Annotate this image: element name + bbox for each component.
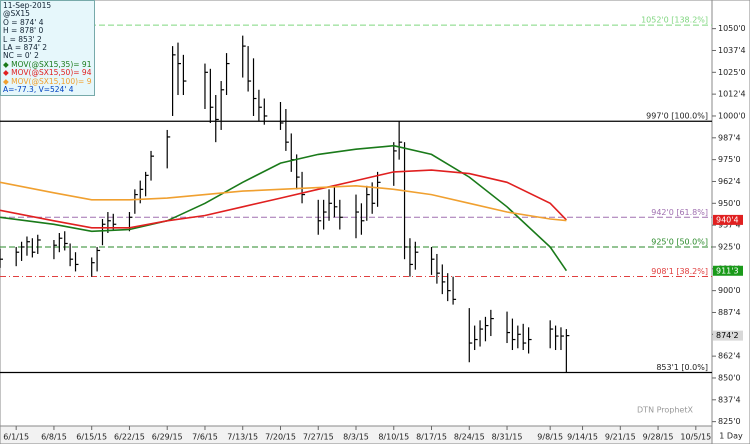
x-tick-label: 8/24/15 — [454, 433, 485, 442]
info-line: O = 874' 4 — [3, 19, 92, 27]
x-tick-label: 7/13/15 — [227, 433, 258, 442]
info-text: O = 874' 4 — [3, 18, 44, 27]
info-line: ◆ MOV(@SX15,50)= 940' 4 — [3, 69, 92, 77]
axis-value-label: 874'2 — [716, 331, 739, 340]
info-text: A=-77.3, V=524' 4 — [3, 86, 74, 95]
y-tick-label: 1012'4 — [718, 90, 746, 99]
x-tick-label: 8/10/15 — [378, 433, 409, 442]
y-tick-label: 1050'0 — [718, 24, 746, 33]
info-text: NC = 0' 2 — [3, 52, 39, 61]
legend-label: MOV(@SX15,35)= 911' 3 — [11, 60, 92, 69]
info-line: L = 853' 2 — [3, 36, 92, 44]
level-label: 1052'0 [138.2%] — [641, 16, 708, 25]
x-tick-label: 8/31/15 — [492, 433, 523, 442]
x-tick-label: 10/5/15 — [680, 433, 711, 442]
watermark: DTN ProphetX — [637, 406, 693, 415]
y-tick-label: 987'4 — [718, 133, 741, 142]
x-tick-label: 9/28/15 — [643, 433, 674, 442]
x-tick-label: 6/29/15 — [152, 433, 183, 442]
y-tick-label: 975'0 — [718, 155, 741, 164]
y-tick-label: 950'0 — [718, 199, 741, 208]
axis-value-box — [713, 330, 743, 341]
moving-average — [0, 169, 567, 229]
info-text: @SX15 — [3, 10, 30, 19]
x-tick-label: 6/1/15 — [3, 433, 29, 442]
axis-value-box — [713, 214, 743, 225]
axis-value-label: 940'4 — [716, 215, 739, 224]
y-tick-label: 862'4 — [718, 352, 741, 361]
moving-average — [0, 181, 567, 222]
y-tick-label: 925'0 — [718, 242, 741, 251]
level-label: 908'1 [38.2%] — [651, 267, 708, 276]
y-tick-label: 1025'0 — [718, 68, 746, 77]
x-tick-label: 8/3/15 — [343, 433, 369, 442]
level-label: 925'0 [50.0%] — [651, 237, 708, 246]
y-tick-label: 887'4 — [718, 308, 741, 317]
info-line: ◆ MOV(@SX15,35)= 911' 3 — [3, 61, 92, 69]
axis-value-box — [713, 265, 743, 276]
x-tick-label: 7/20/15 — [265, 433, 296, 442]
info-line: ◆ MOV(@SX15,100)= 940' 1 — [3, 78, 92, 86]
period-label: 1 Day — [719, 432, 743, 441]
x-tick-label: 7/27/15 — [303, 433, 334, 442]
x-tick-label: 8/17/15 — [416, 433, 447, 442]
level-label: 853'1 [0.0%] — [656, 363, 708, 372]
info-text: LA = 874' 2 — [3, 44, 48, 53]
level-label: 942'0 [61.8%] — [651, 208, 708, 217]
legend-marker: ◆ — [3, 60, 12, 69]
x-tick-label: 9/8/15 — [537, 433, 563, 442]
info-line: A=-77.3, V=524' 4 — [3, 86, 92, 94]
info-text: H = 878' 0 — [3, 27, 44, 36]
x-tick-label: 6/22/15 — [114, 433, 145, 442]
y-tick-label: 937'4 — [718, 221, 741, 230]
info-text: 11-Sep-2015 — [3, 2, 52, 10]
axis-value-label: 911'3 — [716, 266, 739, 275]
x-tick-label: 6/15/15 — [76, 433, 107, 442]
x-tick-label: 9/21/15 — [605, 433, 636, 442]
x-tick-label: 6/8/15 — [41, 433, 67, 442]
level-label: 997'0 [100.0%] — [646, 112, 708, 121]
y-tick-label: 1000'0 — [718, 111, 746, 120]
y-tick-label: 962'4 — [718, 177, 741, 186]
info-line: @SX15 — [3, 10, 92, 18]
legend-label: MOV(@SX15,100)= 940' 1 — [11, 77, 92, 86]
y-tick-label: 825'0 — [718, 417, 741, 426]
legend-marker: ◆ — [3, 77, 12, 86]
moving-average — [0, 144, 568, 272]
x-tick-label: 9/14/15 — [567, 433, 598, 442]
x-tick-label: 7/6/15 — [192, 433, 218, 442]
info-line: LA = 874' 2 — [3, 44, 92, 52]
y-tick-label: 1037'4 — [718, 46, 746, 55]
y-tick-label: 900'0 — [718, 286, 741, 295]
info-line: 11-Sep-2015 — [3, 2, 92, 10]
y-tick-label: 837'4 — [718, 395, 741, 404]
info-line: H = 878' 0 — [3, 27, 92, 35]
legend-label: MOV(@SX15,50)= 940' 4 — [11, 69, 92, 78]
legend-marker: ◆ — [3, 69, 12, 78]
y-tick-label: 850'0 — [718, 373, 741, 382]
info-text: L = 853' 2 — [3, 35, 42, 44]
info-line: NC = 0' 2 — [3, 52, 92, 60]
